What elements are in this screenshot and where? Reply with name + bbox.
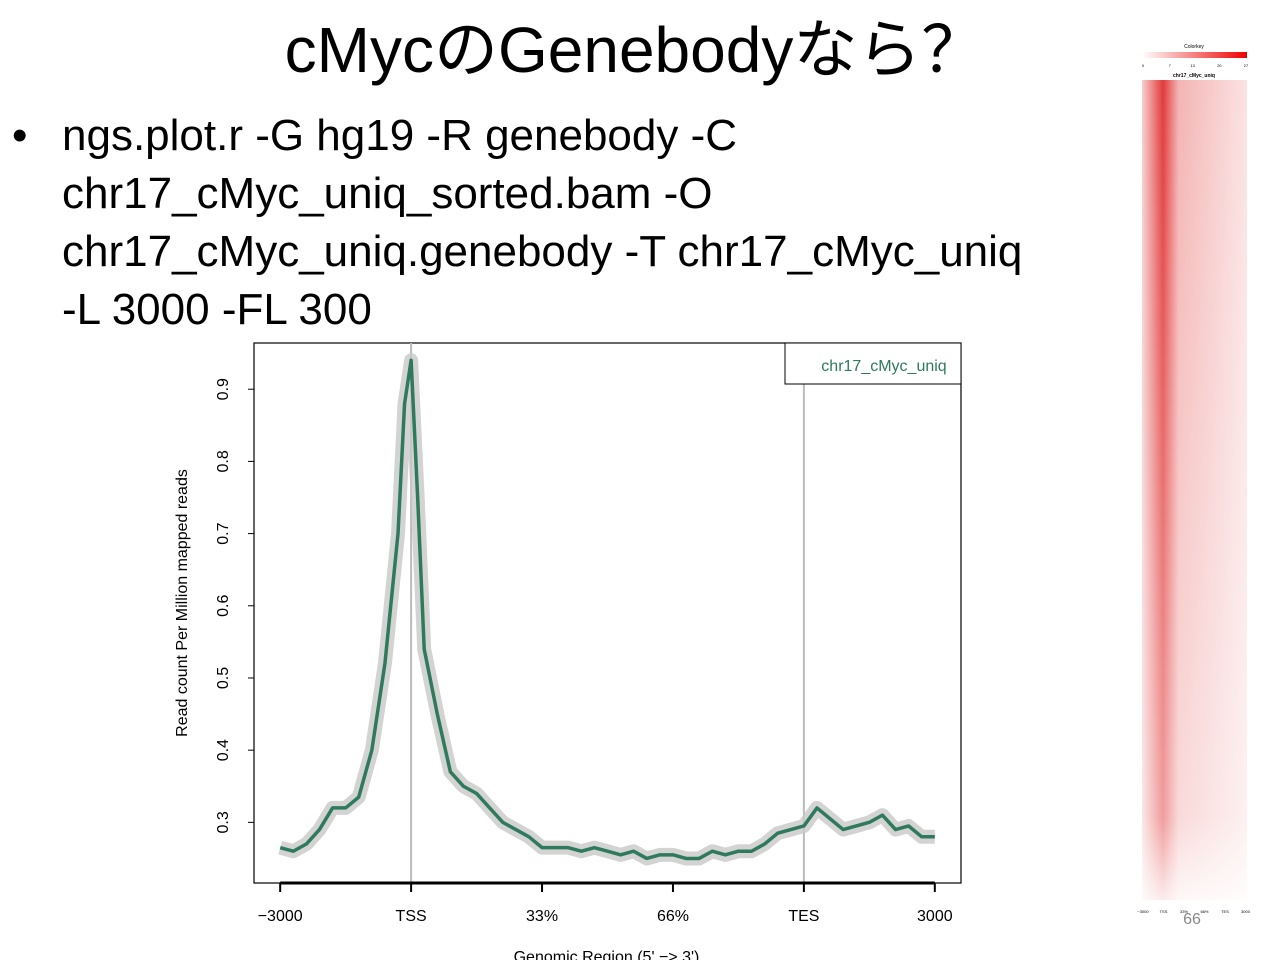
legend-label: chr17_cMyc_uniq (821, 358, 946, 375)
page-number: 66 (1183, 911, 1201, 928)
colorkey-tick: 20 (1217, 63, 1222, 68)
heatmap-x-label: 3000 (1241, 909, 1251, 914)
y-tick-label: 0.7 (215, 522, 232, 544)
heatmap-title: chr17_cMyc_uniq (1173, 73, 1215, 79)
x-tick-label: TSS (396, 908, 427, 925)
heatmap-fade (1142, 80, 1247, 900)
y-tick-label: 0.6 (215, 595, 232, 617)
bullet-text: chr17_cMyc_uniq.genebody -T chr17_cMyc_u… (62, 227, 1022, 276)
y-tick-label: 0.8 (215, 450, 232, 472)
bullet-text: ngs.plot.r -G hg19 -R genebody -C (62, 111, 737, 160)
y-tick-label: 0.5 (215, 667, 232, 689)
colorkey-tick: 13 (1190, 63, 1195, 68)
heatmap-x-label: 33% (1180, 909, 1188, 914)
x-axis-label: Genomic Region (5' −> 3') (514, 949, 700, 960)
y-tick-label: 0.3 (215, 811, 232, 833)
colorkey-label: Colorkey (1184, 44, 1204, 50)
slide-title: cMycのGenebodyなら？ (285, 14, 986, 86)
x-tick-label: TES (788, 908, 819, 925)
bullet-text: chr17_cMyc_uniq_sorted.bam -O (62, 169, 713, 218)
heatmap-x-label: TSS (1160, 909, 1168, 914)
heatmap-x-label: TES (1221, 909, 1229, 914)
heatmap-x-label: −3000 (1137, 909, 1149, 914)
y-tick-label: 0.4 (215, 739, 232, 761)
y-tick-label: 0.9 (215, 378, 232, 400)
x-tick-label: −3000 (258, 908, 303, 925)
x-tick-label: 33% (526, 908, 558, 925)
heatmap-x-label: 66% (1200, 909, 1208, 914)
line (279, 358, 935, 861)
y-axis-label: Read count Per Million mapped reads (174, 469, 191, 737)
bullet-text: -L 3000 -FL 300 (62, 285, 372, 334)
legend-box (784, 342, 962, 385)
colorkey-bar (1142, 52, 1247, 58)
x-tick-label: 66% (657, 908, 689, 925)
bullet: • (12, 111, 27, 160)
x-tick-label: 3000 (917, 908, 953, 925)
colorkey-tick: 27 (1244, 63, 1249, 68)
line-halo (278, 353, 935, 866)
colorkey-tick: 0 (1142, 63, 1145, 68)
colorkey-tick: 7 (1169, 63, 1172, 68)
